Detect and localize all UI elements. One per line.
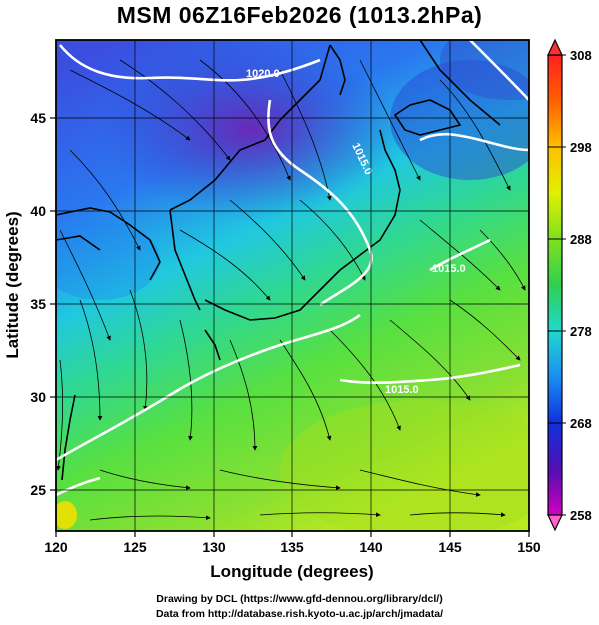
y-tick-label: 25: [30, 482, 46, 498]
temperature-field: [56, 40, 529, 531]
colorbar-min-arrow: [547, 514, 563, 532]
colorbar-tick-label: 288: [570, 232, 592, 247]
credit-drawing: Drawing by DCL (https://www.gfd-dennou.o…: [156, 593, 443, 605]
x-tick-label: 120: [44, 539, 68, 555]
x-tick-label: 135: [280, 539, 304, 555]
colorbar-gradient: [547, 54, 563, 516]
wind-streamlines: [56, 59, 526, 521]
isobar-label: 1020.0: [246, 68, 280, 80]
axis-ticks: [50, 117, 530, 537]
x-tick-label: 145: [438, 539, 462, 555]
y-tick-label: 40: [30, 203, 46, 219]
colorbar-tick-label: 308: [570, 48, 592, 63]
y-axis-title: Latitude (degrees): [3, 211, 22, 358]
chart-title: MSM 06Z16Feb2026 (1013.2hPa): [116, 2, 483, 28]
colorbar-max-arrow: [547, 38, 563, 56]
isobars: [56, 40, 529, 497]
isobar-label: 1015.0: [385, 384, 419, 396]
y-tick-label: 35: [30, 296, 46, 312]
coastlines: [56, 40, 501, 481]
colorbar-tick-label: 268: [570, 416, 592, 431]
x-tick-label: 150: [517, 539, 541, 555]
x-tick-label: 125: [123, 539, 147, 555]
y-tick-label: 30: [30, 389, 46, 405]
colorbar: 258 268 278 288 298 308: [547, 38, 592, 532]
colorbar-tick-label: 298: [570, 140, 592, 155]
y-tick-label: 45: [30, 110, 46, 126]
graticule: [56, 40, 529, 531]
x-tick-label: 140: [359, 539, 383, 555]
x-tick-label: 130: [202, 539, 226, 555]
isobar-label: 1015.0: [432, 263, 466, 275]
credit-data: Data from http://database.rish.kyoto-u.a…: [155, 608, 444, 620]
colorbar-tick-label: 258: [570, 508, 592, 523]
credits: Drawing by DCL (https://www.gfd-dennou.o…: [0, 592, 599, 622]
x-axis-title: Longitude (degrees): [210, 562, 373, 581]
colorbar-tick-label: 278: [570, 324, 592, 339]
